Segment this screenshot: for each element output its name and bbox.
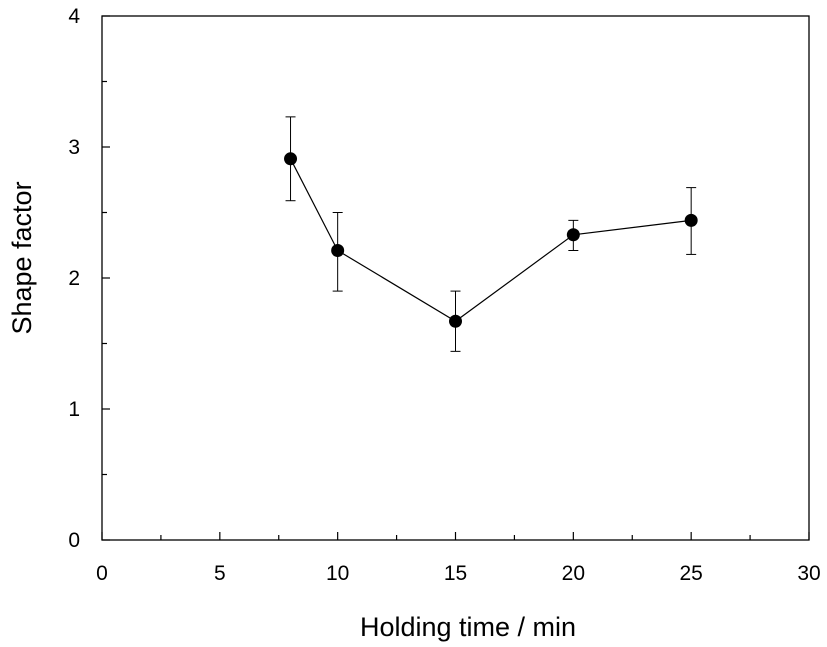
data-series	[284, 116, 698, 352]
x-tick-label: 5	[214, 562, 226, 585]
y-tick-label: 1	[68, 398, 80, 421]
data-point	[449, 314, 462, 328]
x-tick-label: 15	[444, 562, 467, 585]
y-tick-label: 0	[68, 529, 80, 552]
axis-ticks	[101, 15, 810, 541]
y-tick-label: 2	[68, 267, 80, 290]
x-tick-label: 10	[326, 562, 349, 585]
data-point	[684, 213, 698, 227]
series-line	[289, 158, 692, 322]
y-axis-title: Shape factor	[7, 181, 37, 334]
data-point	[331, 243, 345, 257]
x-tick-label: 0	[96, 562, 108, 585]
tick-labels: 0 5 10 15 20 25 30 0 1 2 3 4	[68, 5, 820, 585]
y-tick-label: 3	[68, 136, 80, 159]
data-point	[566, 228, 580, 242]
x-tick-label: 20	[562, 562, 585, 585]
x-axis-title: Holding time / min	[360, 612, 576, 642]
x-tick-label: 30	[797, 562, 820, 585]
plot-frame	[101, 15, 810, 541]
x-tick-label: 25	[679, 562, 702, 585]
data-point	[284, 152, 298, 166]
y-tick-label: 4	[68, 5, 80, 28]
